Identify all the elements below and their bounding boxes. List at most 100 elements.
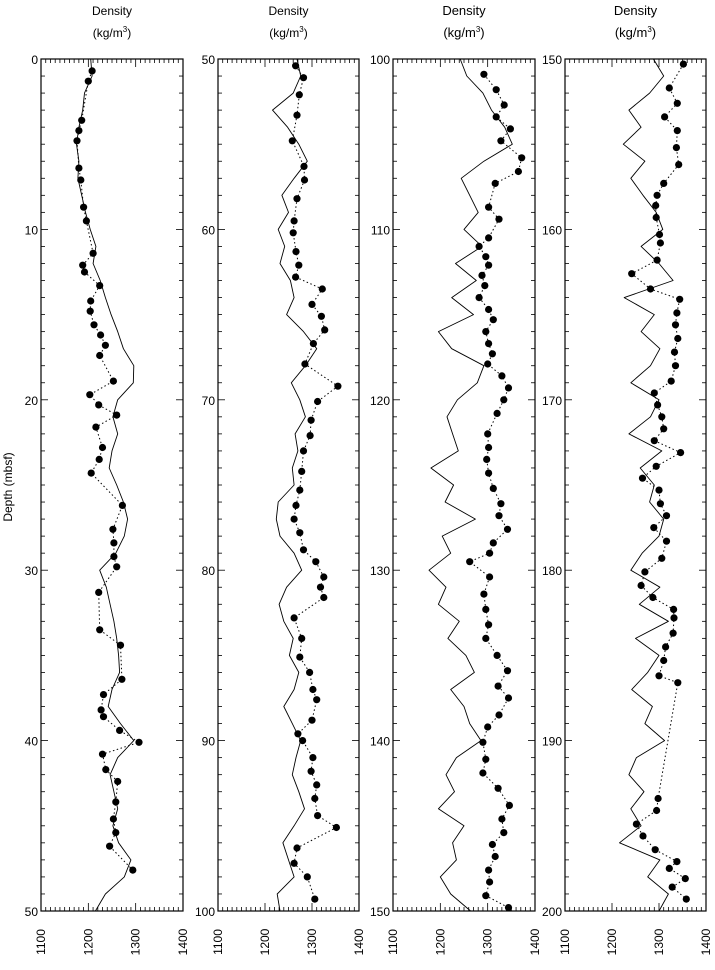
x-tick-label: 1400	[528, 928, 542, 955]
core-density-point	[485, 203, 493, 211]
core-density-point	[301, 360, 309, 368]
core-density-point	[498, 372, 506, 380]
unit-base: (kg/m	[93, 26, 123, 40]
core-density-point	[88, 67, 96, 75]
core-density-point	[475, 242, 483, 250]
core-density-point	[641, 568, 649, 576]
core-density-point	[493, 409, 501, 417]
core-density-point	[296, 529, 304, 537]
core-density-point	[320, 593, 328, 602]
core-density-point	[482, 328, 490, 336]
x-tick-label: 1300	[305, 928, 319, 955]
core-density-point	[78, 116, 86, 124]
core-density-point	[80, 268, 89, 276]
core-density-point	[489, 316, 497, 324]
unit-superscript: 3	[299, 25, 304, 34]
core-density-point	[314, 397, 322, 406]
x-tick-label: 1200	[433, 928, 447, 955]
core-density-point	[92, 423, 100, 431]
unit-superscript: 3	[123, 25, 128, 34]
core-density-point	[671, 321, 680, 329]
core-density-point	[77, 176, 85, 184]
unit-close: )	[480, 25, 484, 40]
core-density-point	[95, 588, 103, 597]
core-density-point	[670, 605, 678, 614]
core-density-point	[503, 667, 512, 675]
core-density-point	[118, 501, 126, 509]
core-density-point	[679, 60, 688, 68]
core-density-point	[314, 812, 322, 820]
core-density-point	[485, 469, 493, 477]
core-density-point	[102, 766, 110, 774]
panel-title: Density	[614, 3, 658, 18]
core-density-point	[667, 377, 675, 385]
panel-unit: (kg/m3)	[93, 25, 131, 40]
core-density-point	[494, 784, 502, 792]
core-density-point	[321, 326, 329, 334]
core-density-point	[494, 682, 502, 690]
core-density-point	[86, 307, 94, 315]
core-density-point	[505, 801, 513, 810]
core-density-point	[504, 904, 513, 912]
core-density-point	[290, 515, 298, 523]
core-density-point	[98, 750, 107, 758]
core-density-point	[668, 883, 676, 891]
y-tick-label: 10	[25, 223, 39, 237]
core-density-point	[660, 179, 668, 187]
core-density-point	[662, 537, 671, 545]
core-density-point	[109, 377, 117, 385]
core-density-point	[479, 738, 487, 746]
core-density-point	[655, 486, 663, 494]
core-density-point	[311, 794, 319, 803]
core-density-point	[485, 305, 493, 314]
core-density-point	[110, 553, 118, 561]
core-density-point	[480, 590, 488, 598]
core-density-point	[318, 285, 326, 293]
core-density-point	[492, 86, 500, 94]
unit-close: )	[304, 26, 308, 40]
core-density-point	[676, 295, 684, 303]
core-density-point	[665, 84, 673, 92]
y-tick-label: 60	[202, 223, 216, 237]
x-tick-label: 1400	[699, 928, 713, 955]
core-density-point	[300, 176, 309, 184]
core-density-point	[294, 730, 302, 738]
core-density-point	[97, 706, 105, 714]
core-density-point	[486, 878, 494, 886]
unit-base: (kg/m	[269, 26, 299, 40]
core-density-point	[97, 331, 105, 339]
core-density-point	[466, 558, 474, 566]
y-tick-label: 190	[542, 735, 562, 749]
core-density-point	[500, 396, 508, 404]
core-density-point	[658, 554, 666, 562]
core-density-point	[311, 895, 319, 903]
core-density-point	[293, 195, 301, 203]
core-density-point	[632, 820, 641, 828]
core-density-point	[665, 864, 673, 873]
core-density-point	[673, 99, 681, 107]
core-density-point	[638, 474, 647, 482]
core-density-point	[480, 70, 488, 78]
core-density-point	[101, 341, 109, 349]
core-density-point	[503, 525, 512, 533]
panel-unit: (kg/m3)	[269, 25, 307, 40]
core-density-point	[504, 694, 513, 702]
core-density-point	[671, 362, 680, 370]
panel-title: Density	[268, 4, 308, 18]
unit-close: )	[652, 25, 656, 40]
core-density-point	[293, 111, 301, 119]
panel-unit: (kg/m3)	[615, 25, 656, 40]
core-density-point	[485, 340, 493, 348]
core-density-point	[484, 430, 492, 438]
panel-title: Density	[442, 3, 486, 18]
y-tick-label: 140	[370, 735, 390, 749]
panel-frame	[564, 58, 707, 912]
core-density-point	[292, 248, 300, 256]
core-density-point	[116, 726, 124, 735]
core-density-point	[656, 239, 665, 247]
y-tick-label: 100	[370, 53, 390, 67]
core-density-point	[303, 873, 311, 881]
unit-superscript: 3	[647, 25, 652, 34]
core-density-point	[110, 539, 118, 547]
core-density-point	[493, 651, 501, 660]
